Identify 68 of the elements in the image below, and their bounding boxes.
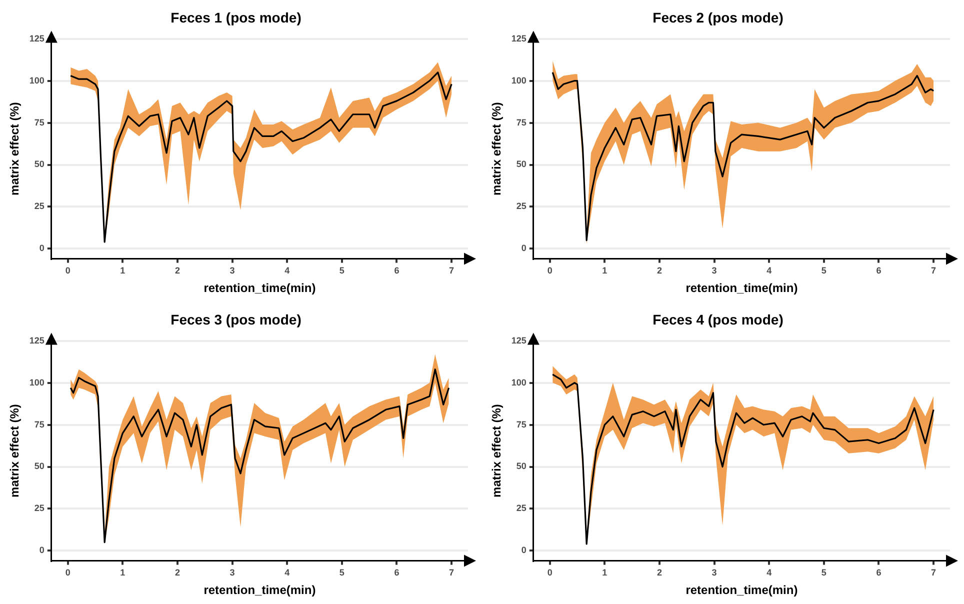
x-tick-label: 2 bbox=[656, 568, 662, 578]
y-tick-label: 75 bbox=[516, 419, 526, 430]
y-tick-label: 0 bbox=[521, 545, 526, 556]
x-tick-label: 4 bbox=[284, 266, 290, 276]
x-tick-label: 3 bbox=[230, 266, 235, 276]
x-tick-label: 0 bbox=[547, 266, 552, 276]
y-tick-label: 100 bbox=[511, 75, 526, 86]
y-tick-label: 25 bbox=[34, 503, 44, 514]
y-tick-label: 50 bbox=[516, 461, 526, 472]
x-tick-label: 2 bbox=[656, 266, 662, 276]
y-tick-label: 25 bbox=[34, 201, 44, 212]
y-axis-title: matrix effect (%) bbox=[490, 102, 504, 196]
x-tick-label: 4 bbox=[766, 266, 772, 276]
y-tick-label: 50 bbox=[34, 461, 44, 472]
y-axis-title: matrix effect (%) bbox=[8, 102, 22, 196]
y-tick-label: 25 bbox=[516, 201, 526, 212]
y-tick-label: 25 bbox=[516, 503, 526, 514]
x-tick-label: 4 bbox=[284, 568, 290, 578]
x-tick-label: 7 bbox=[449, 266, 454, 276]
x-tick-label: 1 bbox=[120, 266, 126, 276]
x-axis-title: retention_time(min) bbox=[204, 583, 316, 598]
x-axis-title: retention_time(min) bbox=[204, 281, 316, 296]
x-tick-label: 7 bbox=[931, 568, 936, 578]
x-tick-label: 3 bbox=[712, 266, 717, 276]
x-tick-label: 1 bbox=[602, 568, 608, 578]
chart-title: Feces 2 (pos mode) bbox=[652, 9, 784, 26]
y-axis-title: matrix effect (%) bbox=[8, 404, 22, 498]
chart-title: Feces 1 (pos mode) bbox=[170, 9, 302, 26]
x-tick-label: 5 bbox=[821, 568, 826, 578]
y-tick-label: 125 bbox=[511, 335, 526, 346]
x-tick-label: 3 bbox=[230, 568, 235, 578]
x-tick-label: 0 bbox=[65, 568, 70, 578]
y-tick-label: 75 bbox=[34, 419, 44, 430]
x-tick-label: 0 bbox=[547, 568, 552, 578]
y-tick-label: 50 bbox=[34, 159, 44, 170]
x-axis-title: retention_time(min) bbox=[686, 583, 798, 598]
chart-title: Feces 4 (pos mode) bbox=[652, 311, 784, 328]
y-tick-label: 75 bbox=[34, 117, 44, 128]
y-tick-label: 0 bbox=[521, 243, 526, 254]
chart-title: Feces 3 (pos mode) bbox=[170, 311, 302, 328]
y-tick-label: 0 bbox=[39, 545, 44, 556]
x-tick-label: 5 bbox=[821, 266, 826, 276]
x-axis-title: retention_time(min) bbox=[686, 281, 798, 296]
x-tick-label: 6 bbox=[876, 266, 882, 276]
y-tick-label: 75 bbox=[516, 117, 526, 128]
x-tick-label: 7 bbox=[449, 568, 454, 578]
y-tick-label: 125 bbox=[29, 335, 44, 346]
x-tick-label: 4 bbox=[766, 568, 772, 578]
x-tick-label: 2 bbox=[174, 568, 180, 578]
x-tick-label: 1 bbox=[120, 568, 126, 578]
x-tick-label: 6 bbox=[394, 568, 400, 578]
x-tick-label: 5 bbox=[339, 568, 344, 578]
x-tick-label: 6 bbox=[876, 568, 882, 578]
y-tick-label: 125 bbox=[29, 33, 44, 44]
x-tick-label: 7 bbox=[931, 266, 936, 276]
x-tick-label: 1 bbox=[602, 266, 608, 276]
x-tick-label: 2 bbox=[174, 266, 180, 276]
x-tick-label: 0 bbox=[65, 266, 70, 276]
y-tick-label: 50 bbox=[516, 159, 526, 170]
x-tick-label: 6 bbox=[394, 266, 400, 276]
y-tick-label: 100 bbox=[511, 377, 526, 388]
x-tick-label: 5 bbox=[339, 266, 344, 276]
x-tick-label: 3 bbox=[712, 568, 717, 578]
y-tick-label: 125 bbox=[511, 33, 526, 44]
y-tick-label: 0 bbox=[39, 243, 44, 254]
y-axis-title: matrix effect (%) bbox=[490, 404, 504, 498]
y-tick-label: 100 bbox=[29, 377, 44, 388]
y-tick-label: 100 bbox=[29, 75, 44, 86]
